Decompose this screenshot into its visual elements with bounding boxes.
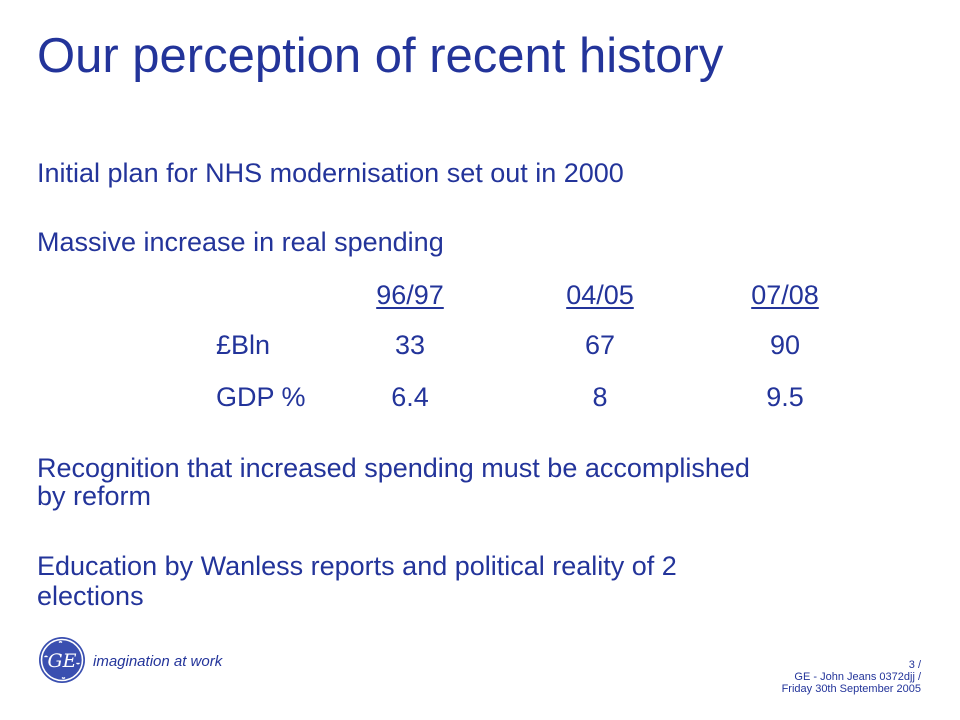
bullet-education-line2: elections bbox=[37, 581, 144, 611]
tagline: imagination at work bbox=[93, 653, 223, 670]
table-cell: 90 bbox=[769, 330, 801, 360]
table-header-96-97: 96/97 bbox=[376, 280, 444, 310]
table-cell: 67 bbox=[584, 330, 616, 360]
table-header-07-08: 07/08 bbox=[751, 280, 819, 310]
bullet-spending: Massive increase in real spending bbox=[37, 227, 444, 257]
table-cell: 6.4 bbox=[391, 382, 429, 412]
table-cell: 33 bbox=[394, 330, 426, 360]
table-cell: 9.5 bbox=[766, 382, 804, 412]
svg-text:GE: GE bbox=[47, 650, 76, 672]
bullet-education-line1: Education by Wanless reports and politic… bbox=[37, 551, 677, 581]
bullet-plan: Initial plan for NHS modernisation set o… bbox=[37, 158, 624, 188]
bullet-recognition-line2: by reform bbox=[37, 481, 152, 511]
table-header-04-05: 04/05 bbox=[566, 280, 634, 310]
table-row-label: £Bln bbox=[216, 330, 271, 360]
footer-page-number: 3 / bbox=[908, 659, 921, 671]
table-cell: 8 bbox=[592, 382, 608, 412]
table-row-label: GDP % bbox=[216, 382, 306, 412]
ge-logo-icon: GE bbox=[39, 637, 85, 683]
footer-date: Friday 30th September 2005 bbox=[781, 683, 921, 695]
footer-author: GE - John Jeans 0372djj / bbox=[794, 671, 921, 683]
slide-footer: 3 / GE - John Jeans 0372djj / Friday 30t… bbox=[782, 659, 921, 695]
slide-title: Our perception of recent history bbox=[37, 29, 724, 83]
bullet-recognition-line1: Recognition that increased spending must… bbox=[37, 453, 750, 483]
